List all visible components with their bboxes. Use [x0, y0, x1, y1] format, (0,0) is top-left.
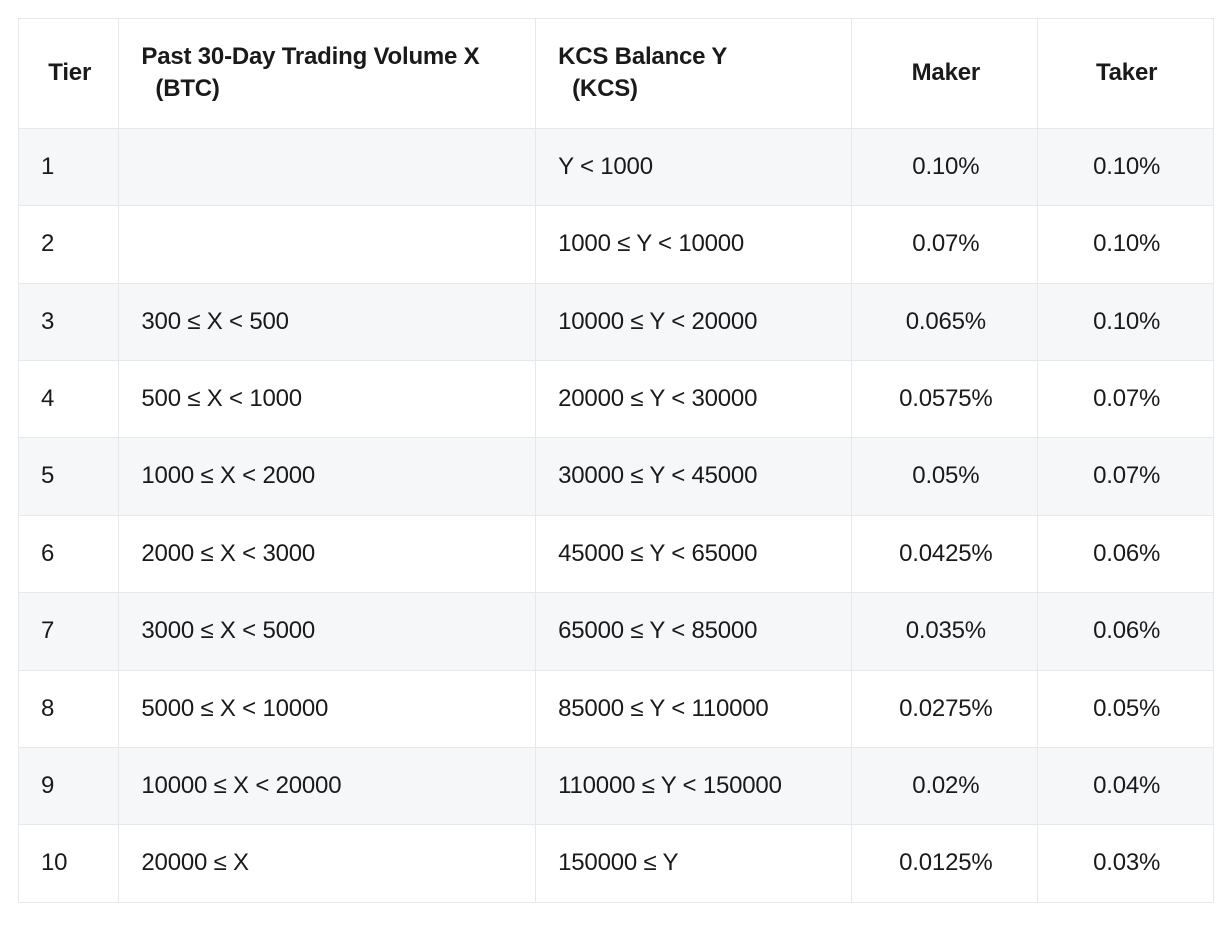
- fee-tier-table-body: 1Y < 10000.10%0.10%21000 ≤ Y < 100000.07…: [19, 128, 1214, 902]
- cell-taker: 0.03%: [1038, 825, 1214, 902]
- cell-tier: 2: [19, 206, 119, 283]
- cell-volume: 1000 ≤ X < 2000: [119, 438, 536, 515]
- col-header-maker: Maker: [852, 19, 1038, 129]
- col-header-maker-label: Maker: [912, 59, 980, 86]
- cell-kcs: 1000 ≤ Y < 10000: [536, 206, 852, 283]
- table-header-row: Tier Past 30-Day Trading Volume X (BTC) …: [19, 19, 1214, 129]
- cell-volume: 300 ≤ X < 500: [119, 283, 536, 360]
- cell-taker: 0.06%: [1038, 515, 1214, 592]
- cell-kcs: 85000 ≤ Y < 110000: [536, 670, 852, 747]
- cell-taker: 0.07%: [1038, 360, 1214, 437]
- cell-tier: 7: [19, 593, 119, 670]
- col-header-tier: Tier: [19, 19, 119, 129]
- cell-kcs: 45000 ≤ Y < 65000: [536, 515, 852, 592]
- cell-tier: 3: [19, 283, 119, 360]
- col-header-volume-label-line2: (BTC): [141, 73, 515, 105]
- cell-volume: 10000 ≤ X < 20000: [119, 747, 536, 824]
- col-header-volume: Past 30-Day Trading Volume X (BTC): [119, 19, 536, 129]
- table-row: 2 1000 ≤ Y < 100000.07%0.10%: [19, 206, 1214, 283]
- col-header-kcs-label-line2: (KCS): [558, 73, 831, 105]
- cell-taker: 0.10%: [1038, 283, 1214, 360]
- cell-kcs: 20000 ≤ Y < 30000: [536, 360, 852, 437]
- cell-taker: 0.07%: [1038, 438, 1214, 515]
- cell-kcs: 10000 ≤ Y < 20000: [536, 283, 852, 360]
- cell-kcs: 65000 ≤ Y < 85000: [536, 593, 852, 670]
- cell-volume: 5000 ≤ X < 10000: [119, 670, 536, 747]
- cell-tier: 9: [19, 747, 119, 824]
- cell-volume: 2000 ≤ X < 3000: [119, 515, 536, 592]
- cell-volume: 3000 ≤ X < 5000: [119, 593, 536, 670]
- table-row: 1Y < 10000.10%0.10%: [19, 128, 1214, 205]
- cell-taker: 0.06%: [1038, 593, 1214, 670]
- cell-kcs: 110000 ≤ Y < 150000: [536, 747, 852, 824]
- cell-kcs: Y < 1000: [536, 128, 852, 205]
- cell-volume: 500 ≤ X < 1000: [119, 360, 536, 437]
- cell-volume: [119, 206, 536, 283]
- table-row: 85000 ≤ X < 1000085000 ≤ Y < 1100000.027…: [19, 670, 1214, 747]
- cell-taker: 0.05%: [1038, 670, 1214, 747]
- cell-taker: 0.04%: [1038, 747, 1214, 824]
- cell-tier: 6: [19, 515, 119, 592]
- fee-tier-table: Tier Past 30-Day Trading Volume X (BTC) …: [18, 18, 1214, 903]
- table-row: 62000 ≤ X < 300045000 ≤ Y < 650000.0425%…: [19, 515, 1214, 592]
- cell-maker: 0.10%: [852, 128, 1038, 205]
- cell-maker: 0.0275%: [852, 670, 1038, 747]
- cell-volume: [119, 128, 536, 205]
- cell-volume: 20000 ≤ X: [119, 825, 536, 902]
- cell-maker: 0.02%: [852, 747, 1038, 824]
- cell-maker: 0.0125%: [852, 825, 1038, 902]
- cell-kcs: 30000 ≤ Y < 45000: [536, 438, 852, 515]
- table-row: 4500 ≤ X < 100020000 ≤ Y < 300000.0575%0…: [19, 360, 1214, 437]
- cell-tier: 10: [19, 825, 119, 902]
- table-row: 3300 ≤ X < 50010000 ≤ Y < 200000.065%0.1…: [19, 283, 1214, 360]
- cell-taker: 0.10%: [1038, 128, 1214, 205]
- table-row: 910000 ≤ X < 20000110000 ≤ Y < 1500000.0…: [19, 747, 1214, 824]
- cell-maker: 0.065%: [852, 283, 1038, 360]
- cell-tier: 8: [19, 670, 119, 747]
- cell-taker: 0.10%: [1038, 206, 1214, 283]
- fee-table-container: Tier Past 30-Day Trading Volume X (BTC) …: [0, 0, 1232, 931]
- cell-maker: 0.035%: [852, 593, 1038, 670]
- col-header-kcs: KCS Balance Y (KCS): [536, 19, 852, 129]
- cell-tier: 5: [19, 438, 119, 515]
- cell-maker: 0.0425%: [852, 515, 1038, 592]
- cell-maker: 0.05%: [852, 438, 1038, 515]
- col-header-kcs-label-line1: KCS Balance Y: [558, 43, 727, 70]
- col-header-tier-label: Tier: [48, 59, 91, 86]
- col-header-volume-label-line1: Past 30-Day Trading Volume X: [141, 43, 479, 70]
- col-header-taker-label: Taker: [1096, 59, 1157, 86]
- cell-tier: 4: [19, 360, 119, 437]
- table-row: 73000 ≤ X < 500065000 ≤ Y < 850000.035%0…: [19, 593, 1214, 670]
- col-header-taker: Taker: [1038, 19, 1214, 129]
- cell-kcs: 150000 ≤ Y: [536, 825, 852, 902]
- table-row: 1020000 ≤ X150000 ≤ Y0.0125%0.03%: [19, 825, 1214, 902]
- cell-tier: 1: [19, 128, 119, 205]
- cell-maker: 0.07%: [852, 206, 1038, 283]
- cell-maker: 0.0575%: [852, 360, 1038, 437]
- table-row: 51000 ≤ X < 200030000 ≤ Y < 450000.05%0.…: [19, 438, 1214, 515]
